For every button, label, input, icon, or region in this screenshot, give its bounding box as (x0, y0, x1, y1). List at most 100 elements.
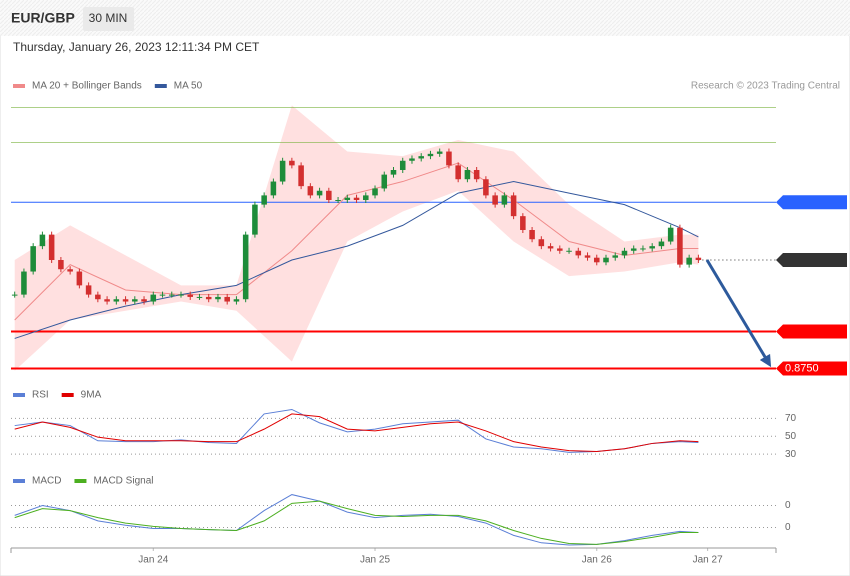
candle (30, 246, 36, 272)
candle (446, 151, 452, 166)
level-tag (776, 361, 847, 376)
symbol: EUR/GBP (11, 10, 75, 26)
forecast-arrow (705, 259, 772, 368)
candle (307, 186, 314, 196)
y-tick-label: 70 (785, 413, 797, 424)
candle (261, 195, 267, 205)
legend-swatch (61, 393, 74, 397)
candle (529, 230, 535, 240)
candle (612, 255, 619, 258)
candle (353, 197, 360, 200)
legend-label: MACD (32, 476, 61, 487)
candle (215, 296, 221, 300)
candle (344, 197, 351, 200)
level-label: 0.8750 (785, 362, 819, 374)
candle (399, 160, 406, 170)
candle (279, 160, 286, 182)
level-tag (776, 253, 847, 267)
candle (640, 248, 646, 250)
candle (686, 257, 692, 265)
candle (316, 190, 323, 196)
timestamp: Thursday, January 26, 2023 12:11:34 PM C… (13, 40, 260, 54)
legend-label: 9MA (81, 390, 102, 401)
candle (76, 271, 83, 286)
candle (141, 299, 147, 302)
legend-swatch (154, 84, 167, 88)
candle (85, 285, 92, 295)
candle (39, 234, 46, 247)
y-tick-label: 30 (785, 449, 797, 460)
candle (677, 227, 683, 265)
legend-swatch (74, 479, 87, 483)
candle (224, 296, 230, 302)
candle (427, 153, 434, 157)
y-tick-label: 50 (785, 431, 797, 442)
candle (104, 299, 110, 302)
candle (21, 271, 27, 295)
candle (187, 294, 194, 297)
interval: 30 MIN (89, 11, 128, 25)
candle (492, 195, 498, 205)
candle (326, 190, 332, 200)
candle (667, 227, 674, 242)
candle (95, 294, 101, 300)
candle (409, 158, 415, 161)
candle (621, 250, 628, 256)
candle (464, 170, 471, 180)
credit: Research © 2023 Trading Central (691, 81, 840, 92)
legend-label: MACD Signal (93, 476, 153, 487)
candle (289, 160, 295, 166)
candle (372, 188, 378, 196)
level-tag (776, 324, 847, 339)
legend-label: MA 20 + Bollinger Bands (32, 81, 142, 92)
legend-label: MA 50 (174, 81, 203, 92)
x-tick-label: Jan 25 (360, 555, 390, 566)
legend-swatch (13, 84, 25, 88)
candle (122, 299, 129, 302)
candle (593, 257, 600, 263)
candle (501, 195, 508, 205)
plot: Jan 24 Jan 25 Jan 26 Jan 27 0.8750 MA 20 + Bo… (11, 81, 847, 566)
candle (298, 165, 304, 187)
candle (178, 294, 184, 296)
y-tick-label: 0 (785, 522, 791, 533)
candle (649, 246, 655, 249)
candle (566, 250, 572, 252)
candle (242, 234, 249, 300)
candle (159, 294, 166, 296)
candle (603, 257, 609, 263)
legend-label: RSI (32, 390, 49, 401)
candle (58, 260, 64, 270)
candle (132, 299, 138, 302)
candle (658, 241, 665, 247)
candle (113, 299, 120, 302)
x-tick-label: Jan 27 (693, 555, 723, 566)
candle (168, 294, 175, 296)
candle (695, 257, 702, 260)
candle (547, 246, 554, 249)
level-tag (776, 195, 847, 210)
candle (196, 296, 203, 298)
candle (381, 174, 388, 189)
candle (575, 250, 582, 256)
candle (11, 294, 18, 296)
candle (418, 156, 424, 159)
bollinger-band (14, 105, 699, 371)
candle (584, 255, 591, 258)
candle (520, 216, 526, 230)
candle (630, 248, 637, 251)
candle (436, 151, 443, 154)
candle (205, 296, 212, 300)
candle (67, 269, 73, 272)
legend-swatch (13, 393, 25, 397)
candle (510, 195, 517, 217)
x-tick-label: Jan 24 (138, 555, 168, 566)
candle (270, 181, 277, 196)
candle (557, 248, 563, 251)
indicator-line (14, 413, 699, 452)
legend-swatch (13, 479, 25, 483)
candle (473, 170, 480, 180)
candle (150, 294, 157, 302)
header-bar (0, 0, 850, 36)
